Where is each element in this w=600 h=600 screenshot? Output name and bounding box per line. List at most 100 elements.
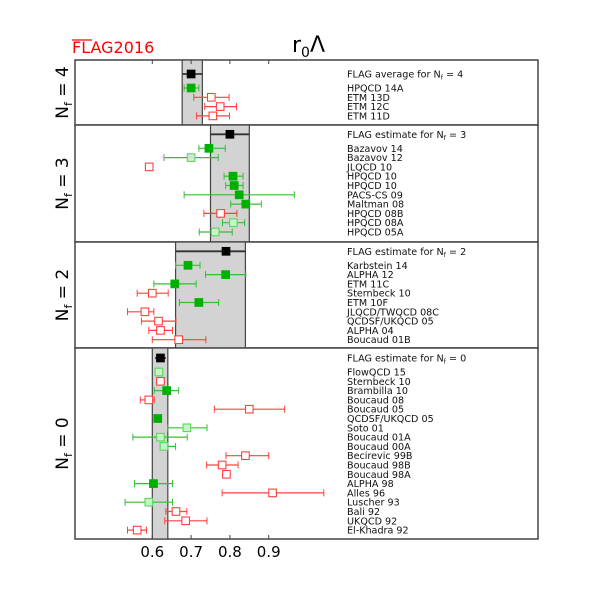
row-label: Soto 01 xyxy=(347,423,384,434)
row-label-sub: f xyxy=(441,74,444,82)
data-point-row: Luscher 93 xyxy=(124,497,400,509)
panel-label-tail: = 3 xyxy=(53,157,73,193)
data-marker xyxy=(140,307,150,317)
data-point-row: Soto 01 xyxy=(167,423,384,434)
data-marker xyxy=(186,153,196,162)
row-label: ETM 13D xyxy=(347,93,390,104)
row-label: Bazavov 12 xyxy=(347,153,403,164)
panel-label-tail: = 4 xyxy=(53,66,73,102)
data-marker xyxy=(156,326,165,335)
row-label: FLAG average for Nf = 4 xyxy=(347,70,463,82)
data-marker xyxy=(221,246,231,256)
panel-frame xyxy=(74,124,539,243)
row-label: FLAG estimate for Nf = 2 xyxy=(347,247,466,259)
data-point-row: ETM 13D xyxy=(193,92,390,104)
data-marker xyxy=(132,525,142,535)
panel-label: Nf = 4 xyxy=(53,66,75,118)
panel-label-main: N xyxy=(53,457,73,470)
row-label: Boucaud 00A xyxy=(347,442,411,453)
x-tick-label: 0.6 xyxy=(140,543,164,561)
row-label: JLQCD/TWQCD 08C xyxy=(346,307,439,318)
panel-label: Nf = 2 xyxy=(53,269,75,321)
data-point-row: Boucaud 08 xyxy=(139,395,404,406)
row-label: QCDSF/UKQCD 05 xyxy=(347,317,434,328)
data-point-row: Boucaud 00A xyxy=(159,442,411,453)
data-marker xyxy=(171,507,181,516)
data-marker xyxy=(216,209,225,218)
data-point-row: PACS-CS 09 xyxy=(183,190,403,201)
row-label-main: FLAG estimate for N xyxy=(347,130,444,141)
data-point-row: HPQCD 10 xyxy=(223,172,397,183)
data-point-row: QCDSF/UKQCD 05 xyxy=(140,317,434,328)
row-label-tail: = 3 xyxy=(446,130,466,141)
data-marker xyxy=(144,497,154,507)
data-point-row: HPQCD 05A xyxy=(198,227,404,239)
x-tick-label: 0.8 xyxy=(218,543,242,561)
data-point-row: Becirevic 99B xyxy=(225,451,413,462)
data-marker xyxy=(204,143,214,153)
data-point-row: UKQCD 92 xyxy=(164,516,397,527)
row-label: Boucaud 98B xyxy=(347,461,411,472)
data-marker xyxy=(162,386,172,395)
data-point-row: FLAG estimate for Nf = 0 xyxy=(155,354,466,366)
data-point-row: Boucaud 05 xyxy=(213,405,404,416)
row-label: Boucaud 05 xyxy=(347,405,404,416)
chart-title: r0Λ xyxy=(292,33,325,61)
data-point-row: HPQCD 08A xyxy=(222,218,404,229)
data-marker xyxy=(241,451,250,461)
panel-label: Nf = 0 xyxy=(53,417,75,469)
data-marker xyxy=(206,92,216,102)
data-marker xyxy=(156,376,165,386)
row-label: ETM 11C xyxy=(347,279,389,290)
panel-frame xyxy=(74,241,539,349)
row-label-tail: = 2 xyxy=(446,247,466,258)
row-label-sub: f xyxy=(444,251,447,259)
data-point-row: HPQCD 14A xyxy=(183,84,404,95)
panel-label-sub: f xyxy=(62,192,75,197)
data-point-row: ETM 11D xyxy=(196,111,390,122)
data-marker xyxy=(174,335,184,345)
data-marker xyxy=(229,218,238,228)
row-label: Boucaud 01A xyxy=(347,433,411,444)
data-marker xyxy=(183,260,193,270)
data-point-row: ETM 12C xyxy=(204,102,389,113)
data-point-row: JLQCD/TWQCD 08C xyxy=(126,307,439,318)
data-point-row: FLAG estimate for Nf = 2 xyxy=(175,246,466,259)
panel-frame xyxy=(74,347,539,540)
row-label: Maltman 08 xyxy=(347,200,404,211)
row-label-sub: f xyxy=(444,134,447,142)
data-point-row: Maltman 08 xyxy=(230,200,404,211)
row-label: Boucaud 08 xyxy=(347,395,404,406)
data-marker xyxy=(156,432,165,442)
row-label: QCDSF/UKQCD 05 xyxy=(347,414,434,425)
data-point-row: QCDSF/UKQCD 05 xyxy=(153,414,434,425)
logo-text: FLAG2016 xyxy=(72,38,154,57)
data-marker xyxy=(149,479,158,488)
data-point-row: JLQCD 10 xyxy=(144,162,392,173)
x-tick-label: 0.9 xyxy=(257,543,281,561)
data-marker xyxy=(210,227,220,237)
flag-band xyxy=(174,241,247,349)
panel-label-sub: f xyxy=(62,304,75,309)
data-point-row: ALPHA 98 xyxy=(133,479,394,490)
row-label: ALPHA 04 xyxy=(347,326,394,337)
panel-frame xyxy=(74,59,539,126)
row-label: FLAG estimate for Nf = 0 xyxy=(347,354,466,366)
data-point-row: Boucaud 98B xyxy=(206,460,411,472)
row-label: Sternbeck 10 xyxy=(347,289,411,300)
data-marker xyxy=(147,288,157,298)
row-label: HPQCD 08B xyxy=(347,209,403,220)
data-point-row: HPQCD 08B xyxy=(203,209,403,220)
data-marker xyxy=(217,460,227,470)
row-label: HPQCD 08A xyxy=(347,218,404,229)
row-label: Boucaud 01B xyxy=(347,335,411,346)
data-point-row: Alles 96 xyxy=(221,488,385,499)
panel-label-main: N xyxy=(53,197,73,210)
data-marker xyxy=(156,353,165,363)
row-label: ETM 12C xyxy=(347,102,389,113)
